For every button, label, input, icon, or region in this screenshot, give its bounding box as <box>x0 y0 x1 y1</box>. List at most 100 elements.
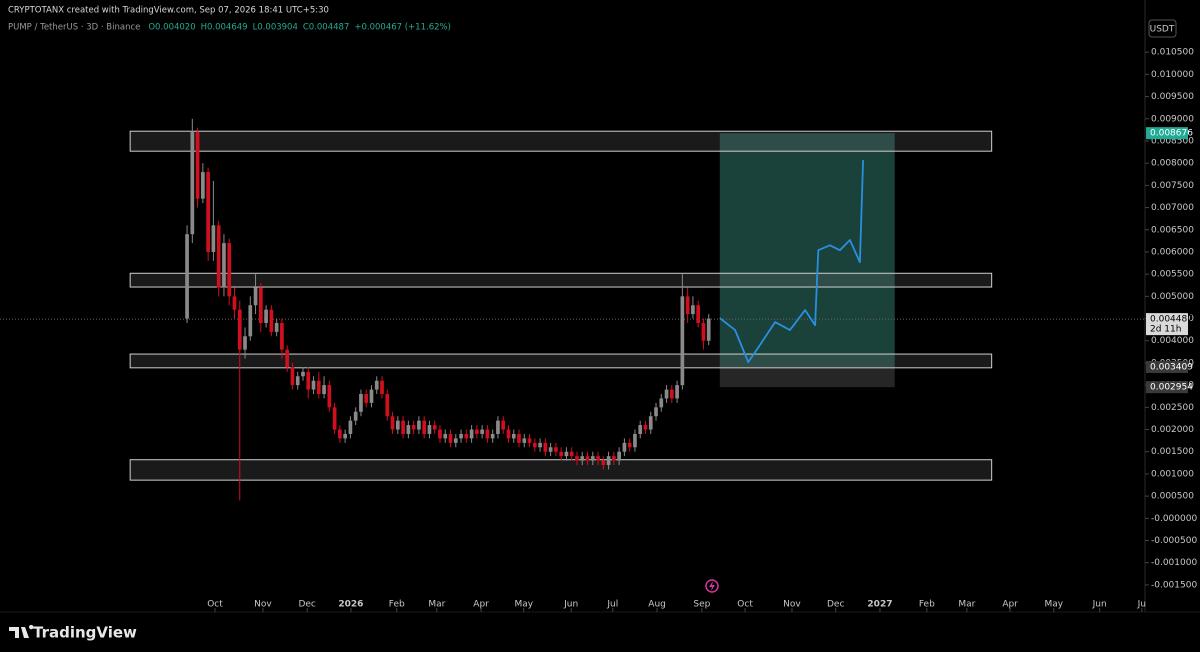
x-tick-label: Jun <box>1092 600 1107 610</box>
candle-body <box>411 425 416 430</box>
candle-body <box>680 296 685 386</box>
x-tick-label: Dec <box>827 600 844 610</box>
candle-body <box>696 305 701 323</box>
candle-body <box>643 425 648 430</box>
candle-body <box>459 433 463 439</box>
y-tick-label: 0.009000 <box>1151 114 1194 124</box>
candle-body <box>327 385 332 408</box>
ohlc-value: +0.000467 (+11.62%) <box>354 23 451 33</box>
x-tick-label: Oct <box>207 600 223 610</box>
candle-body <box>706 318 711 341</box>
x-tick-label: Mar <box>428 600 445 610</box>
candle-body <box>338 429 342 439</box>
candle-body <box>295 376 300 386</box>
candle-body <box>627 442 632 448</box>
y-tick-label: 0.004000 <box>1151 336 1194 346</box>
candle-body <box>274 322 279 332</box>
y-tick-label: 0.006500 <box>1151 225 1194 235</box>
y-tick-label: 0.001000 <box>1151 469 1194 479</box>
candle-body <box>548 447 553 452</box>
price-badge <box>1146 313 1188 336</box>
zone <box>129 459 993 481</box>
x-tick-label: Nov <box>783 600 801 610</box>
x-tick-label: 2027 <box>867 600 892 610</box>
candle-body <box>290 367 295 386</box>
candle-body <box>480 429 484 434</box>
candle-body <box>201 172 205 199</box>
plot <box>0 118 1145 501</box>
candle-body <box>243 336 247 350</box>
candle-body <box>522 438 527 443</box>
event-icon[interactable] <box>705 579 719 593</box>
candle-body <box>580 456 585 461</box>
zone <box>129 353 993 369</box>
y-tick-label: 0.002500 <box>1151 403 1194 413</box>
x-tick-label: Apr <box>1002 600 1018 610</box>
candle-body <box>364 394 369 403</box>
x-tick-label: Feb <box>919 600 935 610</box>
candle-body <box>385 394 390 417</box>
candle-body <box>264 309 268 323</box>
candle-body <box>427 425 432 434</box>
currency-button[interactable] <box>1148 19 1177 38</box>
x-tick-label: Sep <box>693 600 710 610</box>
ohlc-value: O0.004020 <box>148 23 195 33</box>
logo-mark <box>9 624 34 638</box>
candle-body <box>417 420 421 430</box>
candle-body <box>612 456 616 461</box>
candle-body <box>237 309 242 350</box>
candle-body <box>485 429 490 439</box>
zone <box>129 272 993 288</box>
candle-body <box>390 416 395 430</box>
candle-body <box>664 389 669 399</box>
price-badge-label: 0.003409 <box>1150 362 1193 372</box>
projection <box>719 160 864 363</box>
y-tick-label: 0.010500 <box>1151 48 1194 58</box>
price-badge-label: 0.002954 <box>1150 383 1193 393</box>
x-tick-label: Feb <box>389 600 405 610</box>
y-tick-label: -0.000000 <box>1151 514 1197 524</box>
candle-body <box>406 425 411 434</box>
candle-body <box>222 243 226 288</box>
candle-body <box>190 132 195 235</box>
candle-body <box>543 442 548 452</box>
candle-body <box>701 322 706 341</box>
zone <box>129 130 993 152</box>
candle-body <box>575 456 579 461</box>
candle-body <box>374 380 379 390</box>
x-tick-label: Jul <box>606 600 618 610</box>
y-tick-label: 0.010000 <box>1151 70 1194 80</box>
stop-zone <box>719 366 895 388</box>
candle-body <box>195 132 200 199</box>
candle-body <box>369 389 374 403</box>
candle-body <box>253 287 258 306</box>
candle-body <box>438 429 442 439</box>
candle-body <box>669 389 674 399</box>
ohlc-legend: O0.004020 H0.004649 L0.003904 C0.004487 +0.0… <box>148 23 451 33</box>
candle-body <box>211 225 216 252</box>
x-tick-label: May <box>1045 600 1064 610</box>
y-tick-label: 0.006000 <box>1151 247 1194 257</box>
candle-body <box>348 420 353 434</box>
y-tick-label: -0.000500 <box>1151 536 1197 546</box>
candle-body <box>395 420 400 430</box>
y-tick-label: 0.000500 <box>1151 492 1194 502</box>
candle-body <box>301 371 305 377</box>
price-badge <box>1146 127 1188 140</box>
candle-body <box>443 433 448 439</box>
candle-body <box>527 438 532 443</box>
y-tick-label: 0.009500 <box>1151 92 1194 102</box>
candle-body <box>401 420 405 434</box>
candle-body <box>469 429 474 439</box>
candle-body <box>322 385 326 395</box>
candle-body <box>453 438 458 443</box>
ohlc-value: H0.004649 <box>201 23 248 33</box>
x-tick-label: 2026 <box>338 600 363 610</box>
candle-body <box>227 243 232 297</box>
currency[interactable]: USDT <box>1150 25 1175 35</box>
candle-body <box>590 456 595 461</box>
y-tick-label: 0.001500 <box>1151 447 1194 457</box>
candle-body <box>464 433 469 439</box>
candle-body <box>206 172 210 252</box>
